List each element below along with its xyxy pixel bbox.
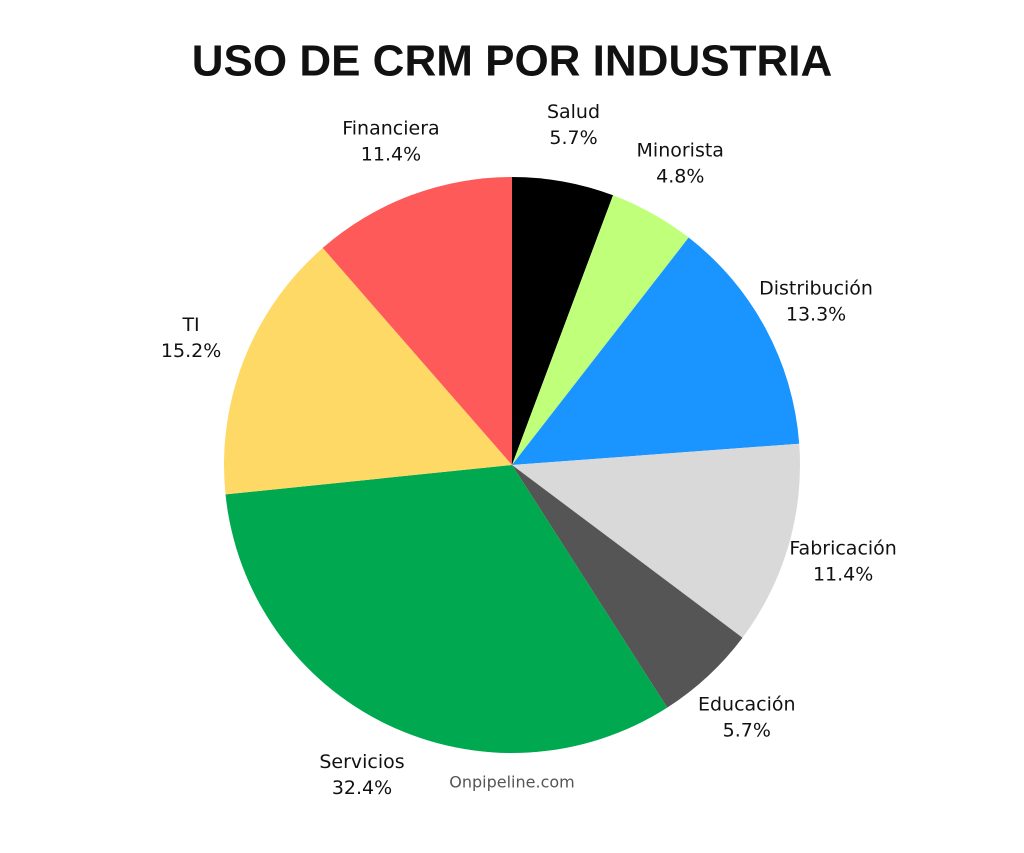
pie-slice xyxy=(512,177,614,465)
value-label: 4.8% xyxy=(656,165,704,187)
pie-slice xyxy=(224,247,512,495)
pie-slice xyxy=(225,465,668,753)
pie-slice xyxy=(322,177,512,465)
chart-title: USO DE CRM POR INDUSTRIA xyxy=(192,37,832,86)
pie-slice xyxy=(512,195,689,465)
value-label: 32.4% xyxy=(332,777,392,799)
slice-label: TI xyxy=(181,314,199,336)
slice-label: Fabricación xyxy=(789,537,896,559)
slice-label: Educación xyxy=(698,693,796,715)
slice-label: Financiera xyxy=(342,117,439,139)
value-label: 11.4% xyxy=(361,143,421,165)
value-label: 11.4% xyxy=(813,563,873,585)
value-label: 13.3% xyxy=(786,303,846,325)
slice-label: Servicios xyxy=(319,751,404,773)
value-label: 5.7% xyxy=(549,127,597,149)
pie-slice xyxy=(512,237,800,465)
slice-label: Salud xyxy=(547,101,600,123)
pie-slice xyxy=(512,443,801,638)
value-label: 5.7% xyxy=(723,719,771,741)
slice-label: Distribución xyxy=(759,277,873,299)
source: Onpipeline.com xyxy=(449,773,574,792)
slice-label: Minorista xyxy=(637,139,724,161)
value-label: 15.2% xyxy=(161,340,221,362)
pie-slice xyxy=(512,465,743,708)
